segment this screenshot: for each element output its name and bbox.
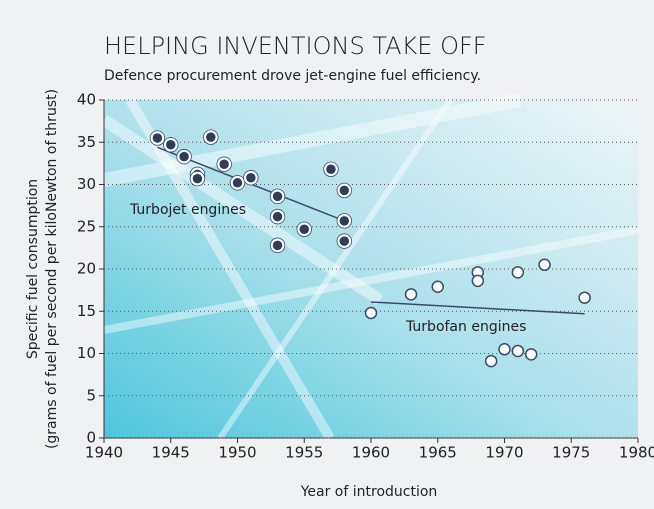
point <box>272 211 284 223</box>
x-tick-label: 1975 <box>552 444 590 462</box>
y-tick-label: 15 <box>77 302 96 320</box>
point <box>191 173 203 185</box>
point <box>486 356 497 367</box>
x-axis-label: Year of introduction <box>300 484 438 500</box>
point <box>232 177 244 189</box>
y-tick-label: 40 <box>77 91 96 109</box>
x-tick-label: 1980 <box>619 444 654 462</box>
y-tick-label: 20 <box>77 260 96 278</box>
chart-subtitle: Defence procurement drove jet-engine fue… <box>104 68 481 84</box>
chart: HELPING INVENTIONS TAKE OFF Defence proc… <box>0 0 654 509</box>
point <box>178 151 190 163</box>
point <box>272 239 284 251</box>
y-axis-label: Specific fuel consumption <box>25 179 41 359</box>
point <box>432 281 443 292</box>
point <box>338 235 350 247</box>
point <box>165 139 177 151</box>
x-tick-label: 1955 <box>285 444 323 462</box>
point <box>366 307 377 318</box>
point <box>338 215 350 227</box>
point <box>218 158 230 170</box>
point <box>472 275 483 286</box>
point <box>579 292 590 303</box>
point <box>205 131 217 143</box>
point <box>406 289 417 300</box>
x-tick-label: 1940 <box>85 444 123 462</box>
x-tick-label: 1945 <box>152 444 190 462</box>
annotation: Turbojet engines <box>129 202 246 218</box>
point <box>512 267 523 278</box>
x-tick-label: 1960 <box>352 444 390 462</box>
chart-title: HELPING INVENTIONS TAKE OFF <box>104 32 487 60</box>
point <box>325 163 337 175</box>
point <box>151 132 163 144</box>
point <box>298 223 310 235</box>
x-tick-label: 1965 <box>419 444 457 462</box>
point <box>338 184 350 196</box>
y-axis-label: (grams of fuel per second per kiloNewton… <box>44 89 60 449</box>
point <box>539 259 550 270</box>
point <box>499 344 510 355</box>
point <box>245 172 257 184</box>
point <box>512 345 523 356</box>
y-tick-label: 10 <box>77 344 96 362</box>
x-tick-label: 1950 <box>218 444 256 462</box>
x-tick-label: 1970 <box>485 444 523 462</box>
annotation: Turbofan engines <box>405 319 526 335</box>
point <box>526 349 537 360</box>
point <box>272 190 284 202</box>
y-tick-label: 30 <box>77 175 96 193</box>
y-tick-label: 25 <box>77 217 96 235</box>
y-tick-label: 5 <box>86 386 96 404</box>
y-tick-label: 35 <box>77 133 96 151</box>
